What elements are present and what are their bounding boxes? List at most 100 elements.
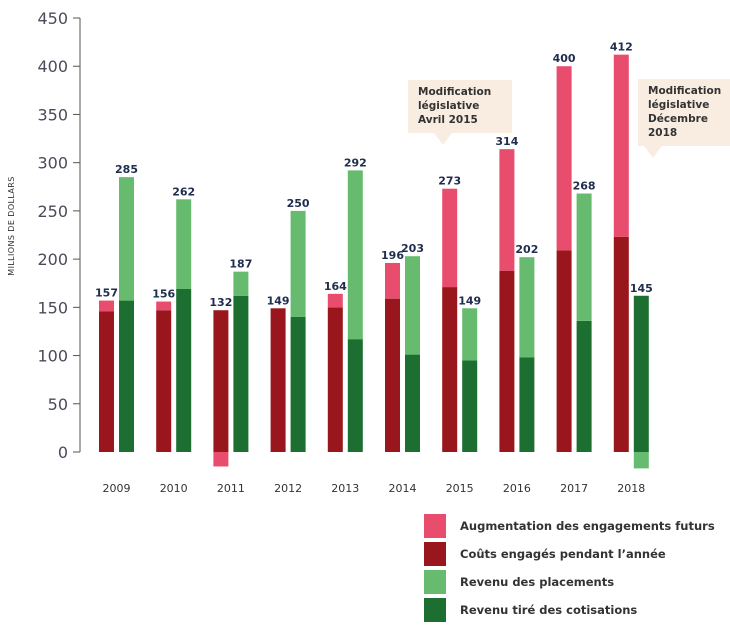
annotation-line: Avril 2015 [418,114,478,126]
axes-layer: 2009 2010 2011 2012 2013 2014 2015 2016 2017 2018… [37,9,645,495]
bar-augmentation-engagements [213,452,229,467]
value-label: 314 [495,135,518,148]
y-tick-label: 150 [37,298,68,317]
y-tick-label: 400 [37,57,68,76]
annotation-april-2015: Modification législative Avril 2015 [408,80,512,145]
bar-revenu-cotisations [576,320,592,452]
bar-revenu-cotisations [233,295,249,452]
legend-label: Coûts engagés pendant l’année [460,547,666,561]
bar-revenu-cotisations [633,295,649,452]
value-label: 203 [401,242,424,255]
bar-couts-engages [213,310,229,452]
value-label: 262 [172,185,195,198]
bar-revenu-cotisations [462,360,478,452]
value-label: 164 [324,280,347,293]
annotation-line: Modification [648,85,722,97]
y-tick-label: 50 [48,395,68,414]
bar-augmentation-engagements [99,300,114,312]
bar-augmentation-engagements [442,188,458,288]
x-tick-label: 2016 [503,482,531,495]
x-tick-label: 2010 [160,482,188,495]
annotation-december-2018: Modification législative Décembre 2018 [638,79,730,158]
legend-swatch [424,570,446,594]
bar-augmentation-engagements [156,301,172,311]
legend-label: Augmentation des engagements futurs [460,519,715,533]
legend-label: Revenu tiré des cotisations [460,603,638,617]
legend-swatch [424,542,446,566]
bar-couts-engages [613,236,629,452]
legend-swatch [424,514,446,538]
bar-revenu-placements [633,452,649,469]
bar-couts-engages [385,298,400,452]
x-tick-label: 2015 [446,482,474,495]
y-tick-label: 100 [37,347,68,366]
y-tick-label: 250 [37,202,68,221]
legend-item: Coûts engagés pendant l’année [424,542,715,566]
bar-revenu-placements [462,308,478,361]
bar-revenu-cotisations [176,289,192,452]
legend-item: Revenu des placements [424,570,715,594]
bar-revenu-cotisations [347,339,363,452]
y-tick-label: 450 [37,9,68,28]
bar-augmentation-engagements [499,149,515,271]
value-label: 187 [229,258,252,271]
value-label: 202 [515,243,538,256]
legend-label: Revenu des placements [460,575,615,589]
bar-revenu-placements [519,257,535,358]
bar-couts-engages [442,287,458,452]
y-tick-label: 350 [37,105,68,124]
bar-couts-engages [327,307,343,452]
bar-couts-engages [499,270,515,452]
annotation-line: législative [648,99,710,111]
value-label: 145 [630,282,653,295]
annotation-line: 2018 [648,127,678,139]
x-tick-label: 2017 [560,482,588,495]
legend-item: Revenu tiré des cotisations [424,598,715,622]
y-tick-label: 200 [37,250,68,269]
bar-revenu-placements [347,170,363,340]
value-label: 412 [610,41,633,54]
bar-augmentation-engagements [556,66,572,251]
bar-revenu-cotisations [290,316,306,452]
y-axis-title: MILLIONS DE DOLLARS [7,176,16,275]
legend-item: Augmentation des engagements futurs [424,514,715,538]
value-label: 132 [209,296,232,309]
y-tick-label: 0 [58,443,68,462]
bar-revenu-placements [290,210,306,317]
bar-revenu-placements [405,256,420,355]
bar-couts-engages [99,311,114,452]
value-label: 196 [381,249,404,262]
bar-augmentation-engagements [327,293,343,308]
x-tick-label: 2014 [389,482,417,495]
x-tick-label: 2011 [217,482,245,495]
bar-revenu-placements [576,193,592,321]
bar-couts-engages [556,250,572,452]
x-tick-label: 2018 [617,482,645,495]
value-label: 400 [553,52,576,65]
bar-revenu-cotisations [519,357,535,452]
x-tick-label: 2012 [274,482,302,495]
bars-layer [99,54,649,469]
legend: Augmentation des engagements futurs Coût… [424,514,715,626]
bar-revenu-cotisations [405,354,420,452]
x-tick-label: 2009 [103,482,131,495]
bar-revenu-placements [119,177,134,301]
annotation-line: législative [418,100,480,112]
bar-augmentation-engagements [385,262,400,299]
x-tick-label: 2013 [331,482,359,495]
value-label: 156 [152,288,175,301]
y-tick-label: 300 [37,154,68,173]
value-label: 273 [438,175,461,188]
bar-revenu-placements [233,271,249,296]
legend-swatch [424,598,446,622]
value-label: 285 [115,163,138,176]
annotation-line: Décembre [648,113,708,125]
bar-couts-engages [270,308,286,452]
bar-couts-engages [156,310,172,452]
value-label: 149 [458,294,481,307]
value-label: 268 [573,180,596,193]
bar-augmentation-engagements [613,54,629,237]
bar-revenu-cotisations [119,300,134,452]
